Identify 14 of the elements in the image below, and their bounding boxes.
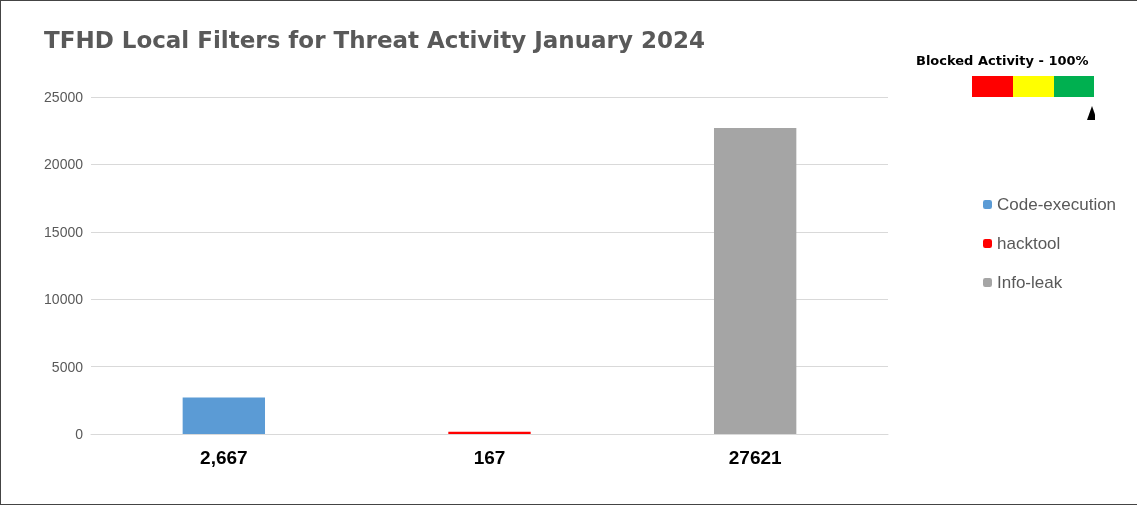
y-tick-label: 15000 — [44, 223, 84, 240]
x-tick-label: 167 — [473, 447, 506, 468]
y-tick-label: 10000 — [44, 291, 84, 308]
legend-label: Info-leak — [997, 273, 1063, 292]
chart-title: TFHD Local Filters for Threat Activity January 2024 — [44, 26, 705, 53]
x-tick-label: 2,667 — [200, 447, 248, 468]
y-tick-label: 0 — [75, 426, 84, 442]
text: Blocked Activity - 100% — [916, 53, 1089, 68]
y-tick-label: 5000 — [51, 358, 84, 375]
legend-label: Code-execution — [997, 195, 1117, 214]
y-tick-label: 20000 — [44, 156, 84, 173]
y-tick-label: 25000 — [44, 89, 84, 105]
legend-label: hacktool — [997, 234, 1061, 253]
x-tick-label: 27621 — [728, 447, 783, 468]
